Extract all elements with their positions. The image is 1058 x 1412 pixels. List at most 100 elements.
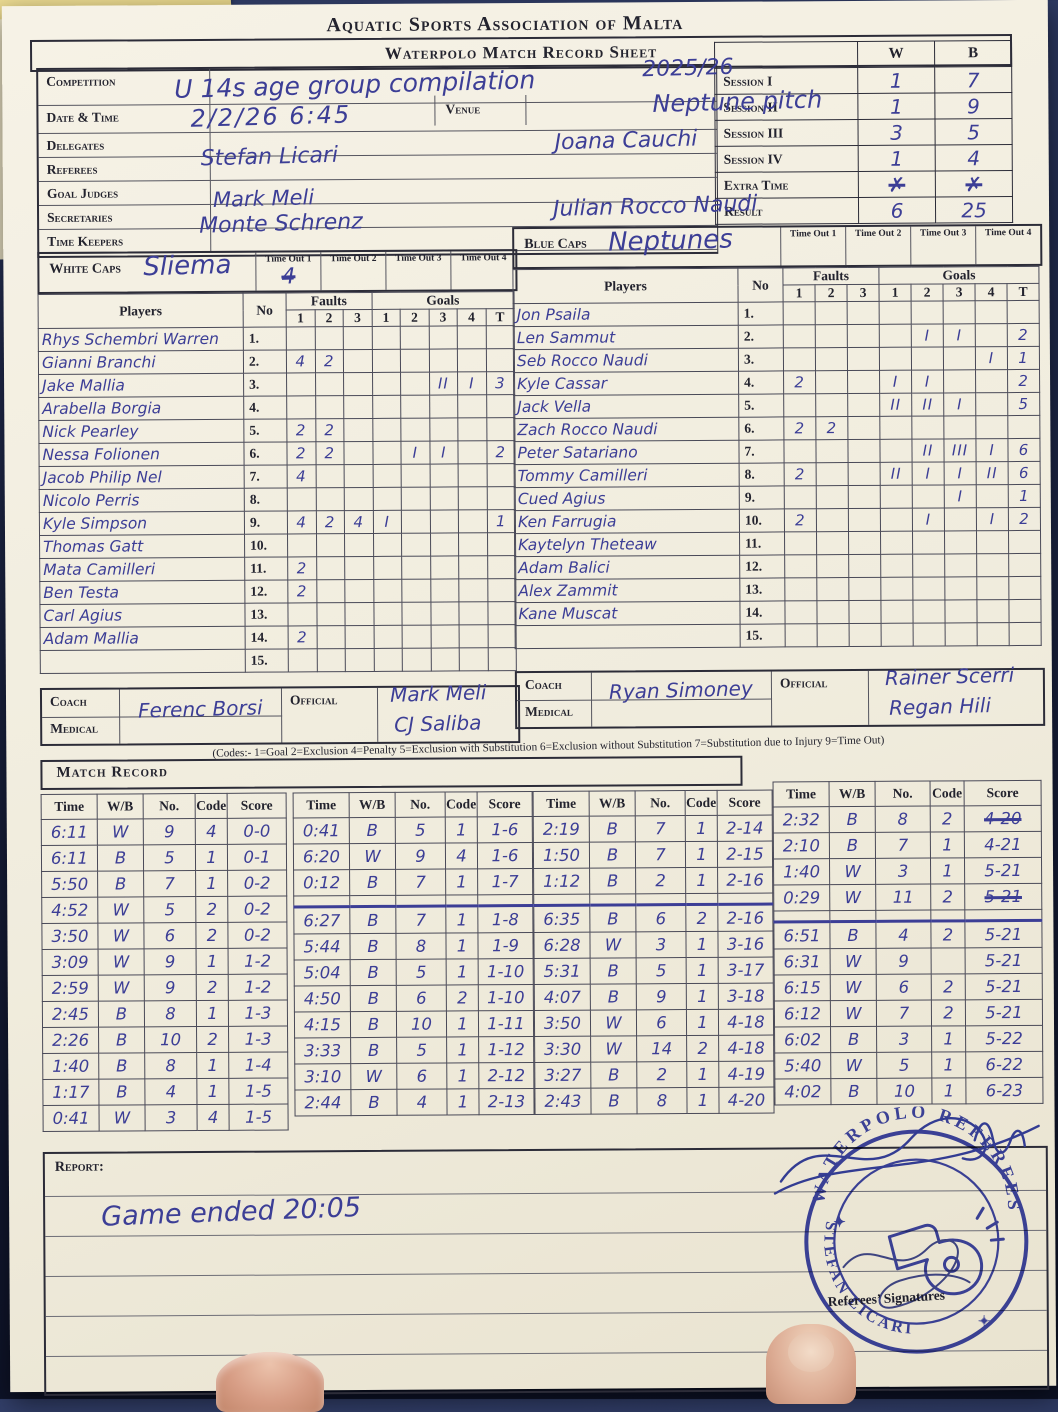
- goal-total: [1007, 415, 1040, 439]
- player-number: 6.: [243, 441, 288, 466]
- player-row: Adam Balici 12.: [514, 553, 1041, 580]
- player-row: Kane Muscat 14.: [514, 599, 1042, 626]
- event-team: W: [590, 1009, 637, 1037]
- goal4: [975, 369, 1008, 393]
- fault2: [816, 485, 849, 509]
- match-row: 3:30 W 14 2 4-18: [534, 1035, 774, 1063]
- goal1: [880, 508, 913, 532]
- goal1: [373, 602, 403, 626]
- fault2: [816, 577, 849, 601]
- goal2: [401, 464, 430, 488]
- player-name: Nick Pearley: [38, 419, 244, 444]
- fault2-header: 2: [314, 309, 344, 327]
- player-number: 4.: [738, 370, 784, 395]
- event-player-no: 8: [875, 806, 931, 833]
- goal2: [400, 395, 430, 419]
- goal3: [943, 346, 976, 370]
- goal4: [976, 530, 1009, 554]
- goal4: [976, 553, 1009, 577]
- fault2: [816, 554, 849, 578]
- event-player-no: [635, 893, 686, 905]
- goal1: [880, 485, 913, 509]
- goal-total: [486, 463, 516, 487]
- fault2: [315, 487, 345, 511]
- event-score: 1-2: [228, 973, 288, 1001]
- event-team: W: [349, 843, 396, 870]
- event-time: 2:32: [773, 806, 830, 834]
- fault2: [815, 370, 848, 394]
- event-score: 1-3: [228, 1025, 288, 1053]
- fault1: 2: [287, 579, 317, 603]
- player-number: 11.: [739, 531, 785, 556]
- event-time: 6:28: [533, 932, 591, 959]
- goal-total: 1: [1007, 346, 1040, 370]
- official-value-2: CJ Saliba: [393, 710, 482, 737]
- event-score: 2-16: [717, 867, 773, 894]
- score-header: Score: [964, 780, 1042, 806]
- goal-total: [486, 394, 515, 418]
- fault2: [817, 623, 850, 647]
- match-row: 6:11 B 5 1 0-1: [41, 843, 287, 872]
- event-team: B: [98, 1052, 145, 1080]
- goal3: [944, 553, 977, 577]
- fault1: 2: [784, 508, 817, 532]
- event-player-no: 2: [635, 867, 686, 894]
- event-team: W: [98, 974, 145, 1002]
- fault3: [849, 623, 882, 647]
- event-code: 2: [931, 973, 966, 1001]
- event-score: 0-0: [227, 817, 287, 845]
- match-row: 3:33 B 5 1 1-12: [294, 1036, 534, 1064]
- event-code: 2: [195, 896, 228, 923]
- fault1: [287, 487, 316, 511]
- goal1: [371, 349, 401, 373]
- goal4: [977, 622, 1010, 646]
- match-row: 1:12 B 2 1 2-16: [533, 867, 773, 895]
- goal4: I: [975, 438, 1009, 462]
- event-time: 3:50: [534, 1010, 591, 1037]
- wb-header: W/B: [349, 792, 396, 818]
- match-row: 2:10 B 7 1 4-21: [773, 831, 1042, 860]
- goal3: [428, 348, 458, 373]
- goal1: [881, 623, 914, 647]
- fault1: 4: [287, 464, 316, 488]
- event-score: 2-16: [717, 904, 773, 932]
- player-row: Jack Vella 5. II II I 5: [513, 392, 1040, 419]
- event-time: 3:09: [42, 949, 99, 976]
- event-time: 6:51: [773, 921, 831, 950]
- fault1: [288, 648, 317, 672]
- goal1: [372, 464, 402, 488]
- event-time: 6:12: [774, 1000, 831, 1028]
- event-score: 1-8: [477, 905, 533, 933]
- event-code: 1: [445, 932, 479, 960]
- goal-total: 5: [1007, 392, 1040, 416]
- fault3: [343, 326, 372, 350]
- match-row: 3:27 B 2 1 4-19: [534, 1061, 774, 1089]
- code-header: Code: [685, 790, 718, 816]
- event-time: 5:04: [294, 959, 351, 986]
- goals-col-header: Goals: [878, 266, 1040, 285]
- player-row: Peter Satariano 7. II III I 6: [513, 438, 1041, 465]
- event-score: [717, 893, 773, 905]
- player-row: Kyle Cassar 4. 2 I I 2: [513, 369, 1040, 396]
- event-score: 0-2: [227, 895, 287, 923]
- player-number: 14.: [245, 625, 289, 650]
- player-name: [40, 649, 246, 674]
- match-record-title: Match Record: [56, 764, 168, 781]
- match-row: 0:12 B 7 1 1-7: [293, 868, 533, 896]
- fault2: 2: [315, 510, 345, 534]
- goal2: I: [912, 507, 945, 532]
- event-player-no: 11: [875, 884, 931, 911]
- event-score: 2-13: [478, 1088, 535, 1115]
- event-time: 4:07: [534, 984, 591, 1011]
- event-player-no: 5: [876, 1052, 932, 1079]
- event-code: 1: [446, 1062, 479, 1090]
- goal1: [372, 487, 402, 511]
- event-score: [477, 894, 533, 906]
- timeout-label: Time Out 4: [985, 227, 1032, 239]
- goal2: [401, 487, 430, 511]
- event-team: W: [830, 974, 877, 1001]
- event-score: 1-3: [228, 999, 288, 1027]
- player-row: Rhys Schembri Warren 1.: [38, 325, 515, 352]
- goal-total: [1008, 599, 1042, 623]
